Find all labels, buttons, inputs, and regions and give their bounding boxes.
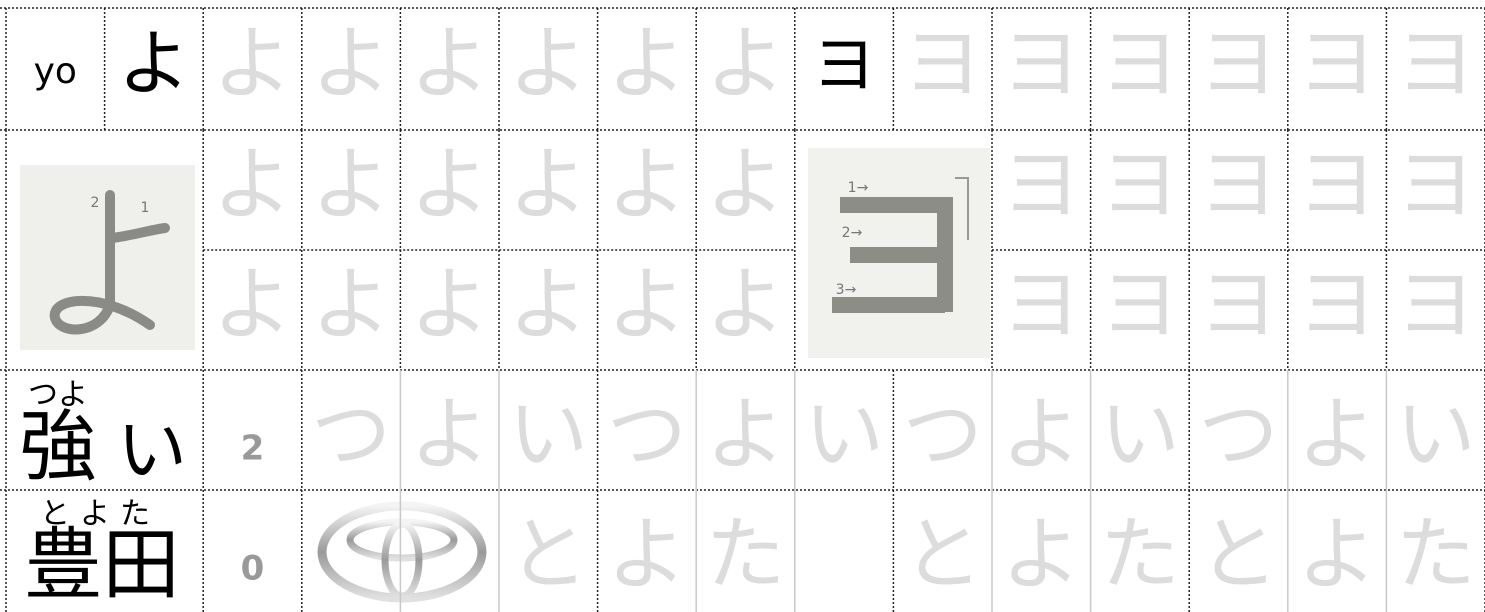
trace-char: い xyxy=(1396,388,1476,481)
trace-char: よ xyxy=(213,258,293,351)
trace-char: よ xyxy=(706,138,786,231)
trace-char: よ xyxy=(607,17,687,110)
trace-char: よ xyxy=(213,17,293,110)
trace-char: ヨ xyxy=(1396,17,1476,110)
trace-char: よ xyxy=(410,388,490,481)
trace-char: ヨ xyxy=(1297,17,1377,110)
trace-char: ヨ xyxy=(1396,258,1476,351)
trace-char: よ xyxy=(607,138,687,231)
trace-char: ヨ xyxy=(1001,138,1081,231)
trace-char: よ xyxy=(706,258,786,351)
trace-char: よ xyxy=(1297,388,1377,481)
trace-char: よ xyxy=(311,258,391,351)
furigana: とよた xyxy=(40,497,160,532)
trace-char: つ xyxy=(607,388,687,481)
trace-char: ヨ xyxy=(1100,138,1180,231)
trace-char: ヨ xyxy=(1396,138,1476,231)
trace-char: よ xyxy=(410,258,490,351)
katakana-stroke-image xyxy=(808,148,990,358)
trace-char: よ xyxy=(508,258,588,351)
trace-char: ヨ xyxy=(1100,258,1180,351)
trace-char: よ xyxy=(508,17,588,110)
furigana: つよ xyxy=(28,378,88,413)
trace-char: よ xyxy=(1001,508,1081,601)
trace-char: と xyxy=(903,508,983,601)
trace-char: ヨ xyxy=(1100,17,1180,110)
trace-char: ヨ xyxy=(1199,138,1279,231)
stroke-label: 2→ xyxy=(842,225,863,241)
trace-char: よ xyxy=(311,17,391,110)
stroke-label: 1 xyxy=(141,200,150,216)
trace-char: よ xyxy=(311,138,391,231)
trace-char: た xyxy=(706,508,786,601)
trace-char: よ xyxy=(213,138,293,231)
trace-char: た xyxy=(1396,508,1476,601)
trace-char: つ xyxy=(903,388,983,481)
trace-char: た xyxy=(1100,508,1180,601)
kanji: 強 xyxy=(19,402,97,492)
count: 0 xyxy=(241,549,265,589)
trace-char: つ xyxy=(311,388,391,481)
trace-char: と xyxy=(1199,508,1279,601)
trace-char: よ xyxy=(706,388,786,481)
trace-char: ヨ xyxy=(1001,17,1081,110)
trace-char: よ xyxy=(508,138,588,231)
hiragana: よ xyxy=(118,22,190,106)
trace-char: と xyxy=(508,508,588,601)
trace-char: ヨ xyxy=(1297,138,1377,231)
trace-char: よ xyxy=(1001,388,1081,481)
trace-char: ヨ xyxy=(1297,258,1377,351)
count: 2 xyxy=(241,429,265,469)
kanji: 豊田 xyxy=(24,520,180,610)
trace-char: ヨ xyxy=(1001,258,1081,351)
trace-char: ヨ xyxy=(1199,258,1279,351)
toyota-logo xyxy=(317,501,487,603)
trace-char: よ xyxy=(410,138,490,231)
okurigana: い xyxy=(117,409,187,491)
trace-char: よ xyxy=(706,17,786,110)
stroke-label: 3→ xyxy=(836,282,857,298)
trace-char: よ xyxy=(410,17,490,110)
trace-char: い xyxy=(804,388,884,481)
trace-char: い xyxy=(508,388,588,481)
trace-char: い xyxy=(1100,388,1180,481)
trace-char: よ xyxy=(1297,508,1377,601)
stroke-label: 1→ xyxy=(848,180,869,196)
katakana: ヨ xyxy=(812,29,876,103)
stroke-label: 2 xyxy=(91,195,100,211)
trace-char: ヨ xyxy=(903,17,983,110)
trace-char: よ xyxy=(607,508,687,601)
hiragana-stroke-image xyxy=(20,165,195,350)
romaji: yo xyxy=(34,51,77,92)
trace-char: よ xyxy=(607,258,687,351)
trace-char: つ xyxy=(1199,388,1279,481)
trace-char: ヨ xyxy=(1199,17,1279,110)
